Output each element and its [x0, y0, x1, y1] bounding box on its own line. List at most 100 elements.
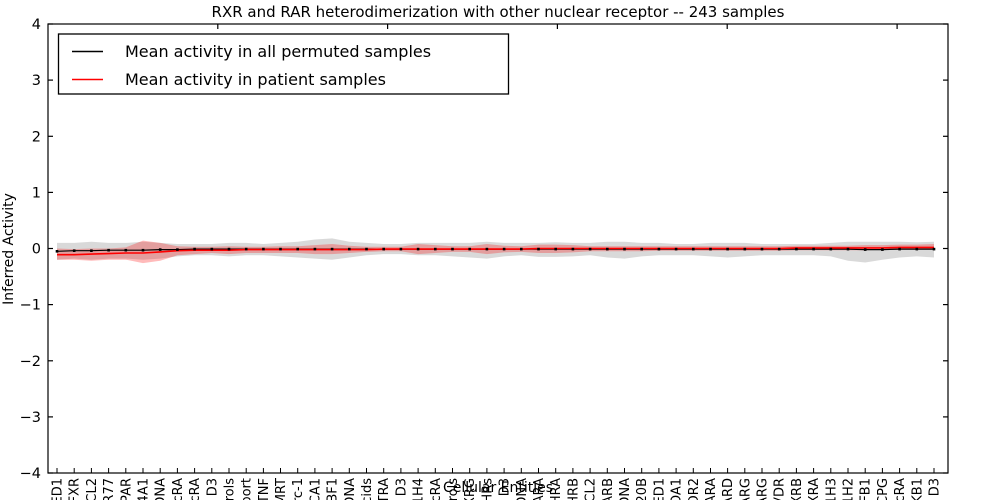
permuted-mean-marker [416, 247, 420, 251]
y-tick-label: −2 [20, 354, 41, 370]
permuted-mean-marker [399, 247, 403, 251]
y-tick-label: 2 [32, 129, 41, 145]
permuted-mean-marker [623, 247, 626, 251]
x-tick-label: ABCA1 [308, 478, 323, 500]
x-tick-label: NR4A1 [137, 478, 152, 500]
x-tick-label: NR1H3 [824, 478, 839, 500]
x-tick-label: RXRs/NUR77/BCL2 [85, 478, 100, 500]
permuted-mean-marker [777, 247, 781, 251]
x-tick-label: VDR [773, 478, 788, 500]
x-tick-label: RARG [756, 478, 771, 500]
permuted-mean-marker [434, 247, 437, 251]
permuted-mean-marker [485, 247, 489, 251]
x-tick-label: RXRs/NUR77 [102, 478, 117, 500]
permuted-mean-marker [554, 247, 557, 251]
y-tick-label: −4 [20, 466, 41, 482]
y-tick-label: 4 [32, 17, 41, 33]
x-tick-label: RARs/THRs/DNA/SMRT [274, 478, 289, 500]
x-tick-label: mol:9cRA [429, 478, 444, 500]
permuted-mean-marker [743, 247, 747, 251]
permuted-mean-marker [640, 247, 643, 251]
permuted-mean-marker [571, 247, 575, 251]
x-tick-label: RXRs/LXRs/DNA/Oxysterols [223, 478, 238, 500]
x-tick-label: RXRs/LXRs/DNA/9cRA [188, 478, 203, 500]
permuted-mean-marker [726, 247, 729, 251]
permuted-mean-marker [158, 248, 162, 251]
permuted-mean-marker [674, 247, 678, 251]
x-tick-label: mol:Bile acids [360, 478, 375, 500]
permuted-std-band [57, 238, 934, 263]
x-tick-label: mol:ATRA [377, 478, 392, 500]
permuted-mean-marker [898, 247, 901, 251]
y-tick-label: 0 [32, 242, 41, 258]
x-tick-label: VDR/VDR/Vit D3 [498, 478, 513, 500]
permuted-mean-marker [193, 247, 196, 251]
legend-label-patient: Mean activity in patient samples [125, 70, 386, 89]
permuted-mean-marker [90, 249, 93, 252]
permuted-mean-marker [657, 247, 661, 251]
permuted-mean-marker [520, 247, 523, 251]
permuted-mean-marker [382, 247, 385, 251]
x-tick-label: SREBF1 [326, 478, 341, 500]
x-tick-label: NR1H2 [842, 478, 857, 500]
permuted-mean-marker [365, 247, 368, 251]
permuted-mean-marker [692, 247, 695, 251]
y-tick-label: −1 [20, 298, 41, 314]
x-tick-label: THRA [549, 478, 564, 500]
permuted-mean-marker [881, 248, 884, 251]
x-tick-label: RXRs/PPAR/9cRA/PGJ2/DNA [154, 478, 169, 500]
x-tick-label: PPARA [704, 478, 719, 500]
permuted-mean-marker [795, 247, 798, 251]
y-tick-label: 1 [32, 185, 41, 201]
permuted-mean-marker [932, 247, 936, 251]
plot-area: 43210−1−2−3−4RXRs/FXR/9cRA/MED1RXRs/FXRR… [20, 17, 949, 500]
x-tick-label: RPS6KB1 [910, 478, 925, 500]
permuted-mean-marker [709, 247, 712, 251]
permuted-mean-marker [846, 247, 850, 251]
x-tick-label: RXRs/LXRs/DNA [343, 478, 358, 500]
permuted-mean-marker [244, 247, 248, 251]
x-tick-label: RXR alpha/CCPG [876, 478, 891, 500]
x-tick-label: RXRG [463, 478, 478, 500]
x-tick-label: THRB [566, 478, 581, 500]
x-tick-label: BCL2 [584, 478, 599, 500]
x-tick-label: VDR/Vit D3/DNA [515, 478, 530, 500]
x-tick-label: RXRA [807, 478, 822, 500]
x-tick-label: RXRs/FXR [68, 478, 83, 500]
x-tick-label: VDR/VDR/DNA [618, 478, 633, 500]
permuted-mean-marker [72, 249, 76, 252]
x-tick-label: FAM120B [635, 478, 650, 500]
x-tick-label: NCOR2 [687, 478, 702, 500]
permuted-mean-marker [588, 247, 592, 251]
permuted-mean-marker [863, 248, 867, 251]
permuted-mean-marker [451, 247, 454, 251]
permuted-mean-marker [210, 247, 214, 251]
permuted-mean-marker [124, 248, 128, 252]
permuted-mean-marker [502, 247, 506, 251]
x-axis-label: Cellular Entities [443, 480, 553, 496]
permuted-mean-marker [227, 247, 231, 251]
legend-label-permuted: Mean activity in all permuted samples [125, 42, 431, 61]
x-tick-label: RXRB [790, 478, 805, 500]
chart-title: RXR and RAR heterodimerization with othe… [212, 3, 785, 21]
y-tick-label: −3 [20, 410, 41, 426]
permuted-mean-marker [606, 247, 609, 251]
permuted-mean-marker [313, 247, 317, 251]
legend-box [57, 33, 510, 95]
patient-std-band [57, 240, 934, 264]
y-tick-label: 3 [32, 73, 41, 89]
permuted-mean-marker [537, 247, 540, 251]
x-tick-label: PPARD [721, 478, 736, 500]
x-tick-label: RARs/RARs/DNA/9cRA [893, 478, 908, 500]
legend: Mean activity in all permuted samples Me… [57, 33, 510, 95]
x-tick-label: NCOA1 [670, 478, 685, 500]
permuted-mean-marker [296, 247, 299, 251]
permuted-mean-marker [915, 247, 919, 251]
patient-mean-line [57, 246, 934, 256]
x-tick-label: RARs/THRs [480, 478, 495, 500]
x-tick-label: TNF [257, 478, 272, 500]
y-axis-label: Inferred Activity [1, 193, 17, 305]
permuted-mean-marker [55, 250, 59, 253]
